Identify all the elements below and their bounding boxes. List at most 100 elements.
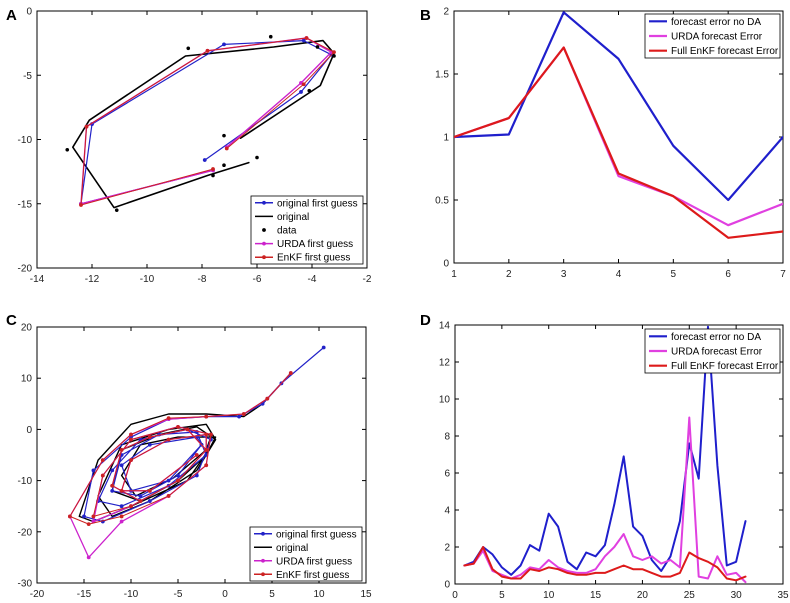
series-original-first-guess-point [119,504,124,509]
series-enkf-first-guess-point [166,437,171,442]
series-enkf-first-guess-point [86,522,91,527]
panel-c: -20 -15 -10 -5 0 5 10 15-30-20-1001020Coriginal… [6,312,372,600]
x-tick-label: 10 [543,590,555,601]
series-urda-forecast-error-line [454,46,783,227]
series-enkf-first-guess-point [304,36,309,40]
panel-b: 1 2 3 4 5 6 7 0 0.5 1 1.5 2 B forecast error no DA URD… [420,7,786,281]
x-tick-label: -8 [198,274,207,285]
series-data-point [114,208,119,212]
series-original-first-guess-point [202,158,207,162]
series-enkf-first-guess-point [147,435,152,439]
x-tick-label: 5 [269,589,275,600]
y-tick-label: 1.5 [435,70,449,81]
y-tick-label: 0 [443,259,449,270]
legend-label: original first guess [276,529,357,540]
y-tick-label: -20 [18,264,33,275]
series-forecast-error-no-da-line [463,325,747,576]
legend-label: forecast error no DA [671,332,761,343]
legend-label: Full EnKF forecast Error [671,46,779,57]
series-original-first-guess-point [299,90,303,94]
x-tick-label: 30 [731,590,743,601]
series-original-first-guess-point [110,488,115,493]
series-enkf-first-guess-point [119,488,124,493]
series-data-point [332,54,336,58]
series-enkf-first-guess-point [204,432,209,437]
x-tick-label: 25 [684,590,696,601]
x-tick-label: 5 [499,590,505,601]
legend-label: original first guess [277,198,358,209]
y-tick-label: 6 [444,469,450,480]
series-data-point [307,88,312,93]
series-enkf-first-guess-point [79,203,83,207]
series-enkf-first-guess-point [241,412,246,416]
y-tick-label: 1 [443,133,449,144]
series-enkf-first-guess-point [205,48,210,53]
legend-swatch-marker [261,558,265,563]
legend-label: EnKF first guess [277,253,350,264]
series-original-first-guess-point [138,494,143,498]
legend-box [249,526,363,582]
series-enkf-first-guess-point [265,396,270,401]
axes-box [454,324,784,585]
panel-label: C [6,312,17,329]
x-tick-label: 20 [637,590,649,601]
series-data-point [315,45,320,49]
y-tick-label: 0.5 [435,196,449,207]
series-enkf-first-guess-point [91,514,96,519]
series-enkf-first-guess-point [110,483,115,488]
series-enkf-first-guess-point [100,473,105,478]
series-data-point [186,46,191,51]
series-enkf-first-guess-point [129,504,133,509]
x-tick-label: 3 [561,269,567,280]
series-full-enkf-forecast-error-line [463,546,747,582]
series-enkf-first-guess-point [176,478,180,483]
series-enkf-first-guess-point [119,447,124,452]
legend-box [250,195,364,265]
x-tick-label: 0 [222,589,228,600]
series-urda-first-guess-line [80,37,332,205]
x-tick-label: 2 [506,269,512,280]
series-enkf-first-guess-point [194,453,199,457]
series-original-first-guess-point [194,473,199,478]
x-tick-label: -14 [30,274,45,285]
legend-label: original [276,543,308,554]
series-enkf-first-guess-point [204,414,209,419]
y-tick-label: 0 [26,425,32,436]
series-enkf-first-guess-point [138,499,143,503]
legend: original first guess original URDA first g… [249,526,363,582]
y-tick-label: 20 [21,323,33,334]
x-tick-label: 7 [780,269,786,280]
series-enkf-first-guess-point [166,494,171,498]
legend-label: data [277,226,297,237]
x-tick-label: -15 [77,589,92,600]
panel-label: A [6,7,17,24]
series-full-enkf-forecast-error-line [454,46,783,239]
x-tick-label: 35 [777,590,789,601]
x-tick-label: 5 [671,269,677,280]
series-enkf-first-guess-point [166,416,171,421]
x-tick-label: 10 [313,589,325,600]
legend-swatch-marker [262,228,266,232]
x-tick-label: -5 [174,589,183,600]
series-enkf-first-guess-point [129,432,133,437]
y-tick-label: 0 [26,7,32,18]
y-tick-label: 10 [21,374,33,385]
series-original-first-guess-point [147,499,152,503]
x-tick-label: -6 [253,274,262,285]
series-original-first-guess-line [80,39,332,205]
x-tick-label: 6 [725,269,731,280]
series-original-first-guess-point [110,468,115,473]
legend-label: URDA forecast Error [671,347,763,358]
x-tick-label: 15 [360,589,372,600]
legend-swatch-marker [262,200,266,205]
series-urda-forecast-error-line [463,416,747,584]
legend-box [644,328,781,374]
panel-label: D [420,312,431,329]
legend-label: Full EnKF forecast Error [671,361,779,372]
legend-swatch-marker [261,572,265,577]
series-urda-first-guess-point [86,555,91,560]
legend-label: URDA first guess [276,556,352,567]
x-tick-label: 1 [451,269,457,280]
series-data-point [255,155,259,160]
